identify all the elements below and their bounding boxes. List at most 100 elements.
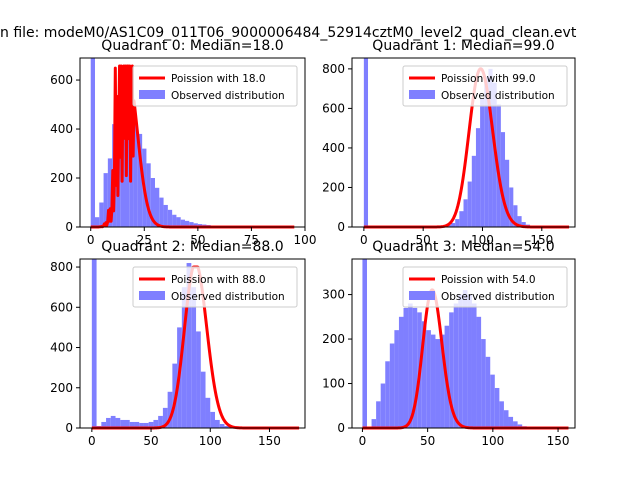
histogram-bar [134,421,140,428]
histogram-bar [398,316,404,428]
histogram-bar [521,222,526,227]
y-tick-label: 400 [50,341,73,355]
y-tick-label: 800 [322,62,345,76]
x-tick-label: 100 [481,434,504,448]
histogram-bar [155,187,160,227]
histogram-bar [426,330,431,428]
histogram-bar [463,199,468,227]
histogram-bar [186,263,192,428]
histogram-bar [180,219,185,227]
y-tick-label: 0 [65,220,73,234]
x-tick-label: 0 [87,233,95,247]
histogram-bar [143,422,149,428]
histogram-bar [158,415,163,428]
histogram-bar [129,421,135,428]
histogram-bar [421,321,427,428]
legend-label-observed: Observed distribution [441,291,555,303]
panel-title: Quadrant 1: Median=99.0 [372,38,554,54]
axes-frame [79,258,306,429]
legend-box [402,65,568,107]
histogram-bar [449,312,454,428]
panel-title: Quadrant 0: Median=18.0 [101,38,283,54]
histogram-bar [185,220,190,227]
y-tick-label: 400 [50,122,73,136]
histogram-bar [91,259,97,428]
histogram-bar [193,223,198,227]
histogram-bar [162,407,168,428]
histogram-bar [181,287,187,428]
x-tick-label: 75 [244,233,259,247]
y-tick-label: 200 [50,171,73,185]
x-tick-label: 50 [190,233,205,247]
histogram-bar [481,339,486,428]
legend-bar-swatch [139,291,165,300]
y-tick-label: 100 [322,377,345,391]
histogram-bar [500,132,506,227]
histogram-bar [412,307,418,428]
panel-1: 0 50 100 150 0 200 400 600 800 Quadrant 1: Median… [322,38,576,247]
histogram-bar [191,287,197,428]
histogram-bar [110,415,116,428]
histogram-bar [451,223,456,227]
histogram-bar [205,397,211,428]
histogram-bar [385,361,390,428]
histogram-bar [200,371,206,428]
y-tick-label: 800 [50,260,73,274]
histogram-bar [362,259,367,428]
histogram-bar [403,307,409,428]
histogram-bar [176,217,181,227]
y-tick-label: 400 [322,141,345,155]
x-tick-label: 0 [88,434,96,448]
histogram-bar [435,339,441,428]
x-tick-label: 100 [471,233,494,247]
histogram-bar [440,334,445,428]
x-tick-label: 100 [199,434,222,448]
legend-bar-swatch [139,90,165,99]
legend-label-observed: Observed distribution [441,90,555,102]
histogram-bar [150,178,155,227]
histogram-bar [389,343,395,428]
axes-frame [351,258,576,429]
histogram-bar [513,421,518,428]
legend-label-observed: Observed distribution [171,291,285,303]
histogram-bar [513,205,518,227]
panel-3: 0 50 100 150 0 100 200 300 Quadrant 3: Median=54… [322,239,576,448]
histogram-bar [103,173,108,227]
histogram-bar [148,421,154,428]
x-tick-label: 150 [258,434,281,448]
histogram-bar [517,424,523,428]
x-tick-label: 100 [294,233,317,247]
y-tick-label: 300 [322,288,345,302]
histogram-bar [95,217,100,227]
histogram-bar [210,411,215,428]
histogram-bar [167,391,173,428]
histogram-bar [471,303,477,428]
legend-box [402,266,568,308]
histogram-bar [480,98,485,227]
histogram-bar [430,334,436,428]
legend-box [132,65,298,107]
histogram-bar [172,214,177,227]
y-tick-label: 0 [337,421,345,435]
histogram-bar [153,419,159,428]
histogram-bar [467,181,472,227]
x-tick-label: 50 [420,434,435,448]
y-tick-label: 600 [50,300,73,314]
x-tick-label: 25 [137,233,152,247]
histogram-bar [107,158,113,227]
legend-label-poisson: Poission with 88.0 [171,274,266,286]
histogram-bar [490,374,495,428]
axes-frame [79,57,306,228]
histogram-bar [484,76,489,228]
histogram-bar [505,159,510,227]
histogram-bar [137,133,143,227]
histogram-bar [408,303,413,428]
x-tick-label: 0 [360,233,368,247]
histogram-bar [494,387,500,428]
figure-suptitle: n file: modeM0/AS1C09_011T06_9000006484_… [0,25,577,41]
legend-label-observed: Observed distribution [171,90,285,102]
histogram-bar [455,219,460,227]
y-tick-label: 600 [322,101,345,115]
histogram-bar [471,155,476,227]
